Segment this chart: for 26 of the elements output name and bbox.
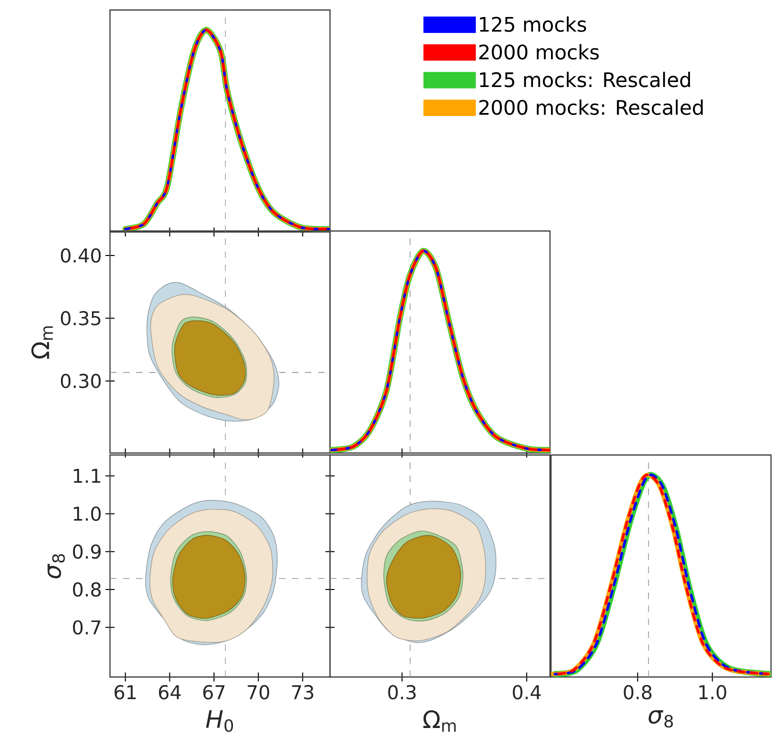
y-tick-label: 0.8 bbox=[73, 582, 101, 597]
x-tick-label: 61 bbox=[114, 685, 136, 700]
x-tick-label: 73 bbox=[292, 685, 314, 700]
y-tick-label: 0.9 bbox=[73, 544, 101, 559]
x-axis-title: H$_{0}$ bbox=[206, 710, 233, 732]
y-axis-title: σ$_{8}$ bbox=[48, 554, 65, 578]
y-tick-label: 0.7 bbox=[73, 620, 100, 635]
x-tick-label: 64 bbox=[158, 685, 181, 700]
x-tick-label: 70 bbox=[248, 685, 270, 700]
y-axis-title: Ω$_{m}$ bbox=[31, 326, 53, 359]
legend-label: 125 mocks bbox=[480, 16, 586, 32]
legend-label: 2000 mocks: Rescaled bbox=[479, 99, 703, 115]
legend-label: 2000 mocks bbox=[479, 44, 599, 60]
x-tick-label: 0.4 bbox=[512, 685, 541, 700]
x-axis-title: Ω$_{m}$ bbox=[423, 710, 456, 732]
x-tick-label: 1.0 bbox=[699, 685, 726, 700]
y-tick-label: 1.0 bbox=[74, 506, 101, 521]
x-tick-label: 0.8 bbox=[624, 685, 652, 700]
legend-label: 125 mocks: Rescaled bbox=[480, 72, 690, 88]
x-tick-label: 0.3 bbox=[388, 685, 416, 700]
x-tick-label: 67 bbox=[203, 685, 224, 700]
y-tick-label: 0.40 bbox=[60, 248, 101, 263]
x-axis-title: σ$_{8}$ bbox=[648, 710, 673, 728]
y-tick-label: 1.1 bbox=[74, 468, 100, 483]
y-tick-label: 0.35 bbox=[60, 311, 100, 326]
y-tick-label: 0.30 bbox=[60, 374, 101, 388]
